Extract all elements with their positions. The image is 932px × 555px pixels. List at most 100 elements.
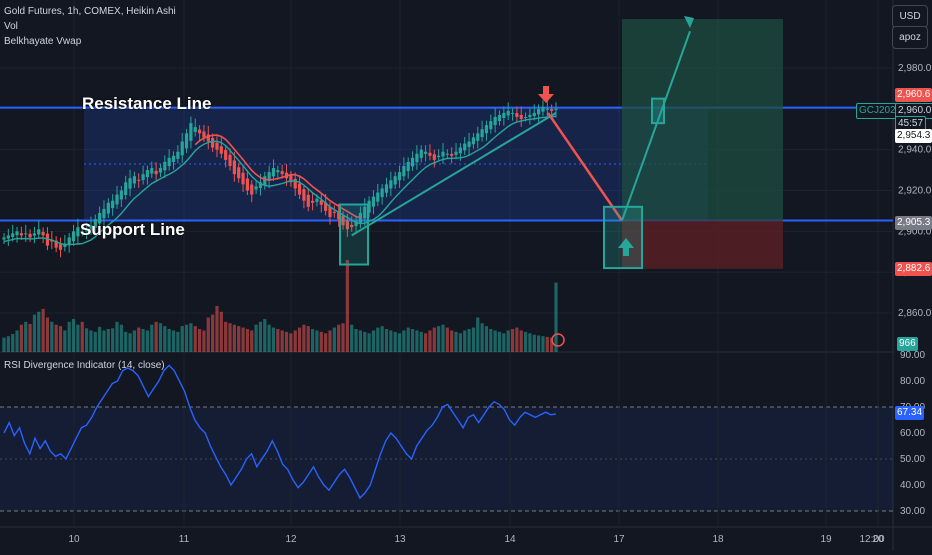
volume-bar: [150, 324, 154, 352]
volume-bar: [445, 327, 449, 352]
currency-button[interactable]: USD: [892, 5, 928, 28]
volume-bar: [424, 333, 428, 352]
volume-bar: [302, 324, 306, 352]
volume-bar: [158, 323, 163, 352]
volume-bar: [380, 326, 384, 352]
volume-bar: [480, 323, 484, 352]
candle-body: [450, 153, 454, 156]
candle-body: [28, 233, 32, 238]
scale-button[interactable]: apoz: [892, 26, 928, 49]
candle-body: [93, 219, 97, 228]
candle-body: [350, 224, 354, 228]
volume-bar: [219, 311, 223, 352]
candle-body: [167, 157, 171, 167]
candle-body: [163, 161, 167, 171]
volume-bar: [263, 318, 267, 352]
candle-body: [337, 212, 341, 220]
candle-body: [441, 151, 445, 157]
volume-bar: [515, 327, 519, 352]
candle-body: [502, 112, 506, 119]
candle-body: [341, 215, 345, 226]
candle-body: [289, 175, 293, 183]
candle-body: [523, 117, 528, 118]
volume-bar: [554, 282, 558, 352]
rsi-legend[interactable]: RSI Divergence Indicator (14, close): [4, 360, 165, 371]
candle-body: [189, 123, 193, 141]
candle-body: [506, 110, 510, 116]
volume-bar: [89, 330, 93, 352]
volume-bar: [441, 324, 445, 352]
candle-body: [84, 229, 89, 232]
volume-bar: [102, 330, 106, 352]
candle-body: [445, 153, 449, 155]
candle-body: [397, 172, 402, 181]
volume-bar: [197, 329, 202, 352]
rsi-tick-label: 60.00: [900, 428, 925, 439]
moving-average-line: [3, 115, 557, 246]
volume-bar: [67, 321, 71, 352]
volume-bar: [228, 323, 232, 352]
volume-bar: [63, 330, 67, 352]
candle-body: [54, 240, 58, 248]
volume-bar: [410, 329, 415, 352]
volume-bar: [367, 333, 371, 352]
candle-body: [376, 192, 380, 202]
candle-body: [467, 141, 471, 147]
candle-body: [393, 176, 397, 185]
volume-bar: [297, 327, 302, 352]
candle-body: [254, 186, 258, 190]
volume-bar: [345, 260, 349, 352]
volume-bar: [193, 326, 197, 352]
candle-body: [202, 131, 206, 138]
candle-body: [463, 143, 467, 151]
indicator-lines: [3, 115, 557, 246]
candle-body: [384, 184, 389, 193]
volume-bar: [397, 333, 402, 352]
volume-bar: [50, 321, 54, 352]
candle-body: [419, 149, 423, 158]
time-tick-label: 11: [179, 534, 190, 545]
candle-body: [58, 244, 63, 250]
volume-bar: [428, 330, 432, 352]
vwap-line: [194, 134, 361, 219]
candle-body: [371, 196, 376, 207]
candle-body: [237, 167, 241, 179]
candle-body: [345, 220, 349, 230]
candle-body: [554, 108, 558, 110]
volume-bar: [211, 314, 215, 352]
volume-bar: [119, 324, 123, 352]
candle-body: [24, 233, 28, 235]
volume-bar: [419, 331, 423, 352]
price-tick-label: 2,980.0: [898, 63, 932, 74]
volume-bar: [450, 330, 454, 352]
volume-bar: [128, 333, 132, 352]
volume-bar: [271, 327, 276, 352]
volume-bar: [237, 326, 241, 352]
candle-body: [263, 176, 267, 186]
candle-body: [15, 231, 19, 236]
volume-legend[interactable]: Vol: [4, 21, 18, 32]
volume-bar: [224, 321, 228, 352]
vwap-legend[interactable]: Belkhayate Vwap: [4, 36, 82, 47]
candle-body: [89, 225, 93, 231]
candle-body: [354, 221, 358, 227]
volume-bar: [545, 336, 549, 352]
volume-bar: [137, 327, 141, 352]
candle-body: [302, 189, 306, 201]
time-tick-label: 18: [712, 534, 724, 545]
volume-bar: [476, 317, 480, 352]
candle-body: [328, 206, 332, 218]
symbol-legend[interactable]: Gold Futures, 1h, COMEX, Heikin Ashi: [4, 6, 176, 17]
volume-bar: [176, 331, 180, 352]
entry-price-tag: 2,905.3: [895, 216, 932, 230]
candle-body: [11, 233, 15, 237]
candle-body: [358, 212, 363, 224]
volume-bar: [315, 330, 319, 352]
rsi-tick-label: 80.00: [900, 376, 925, 387]
volume-bar: [471, 327, 476, 352]
volume-bar: [458, 333, 462, 352]
rsi-tick-label: 50.00: [900, 454, 925, 465]
